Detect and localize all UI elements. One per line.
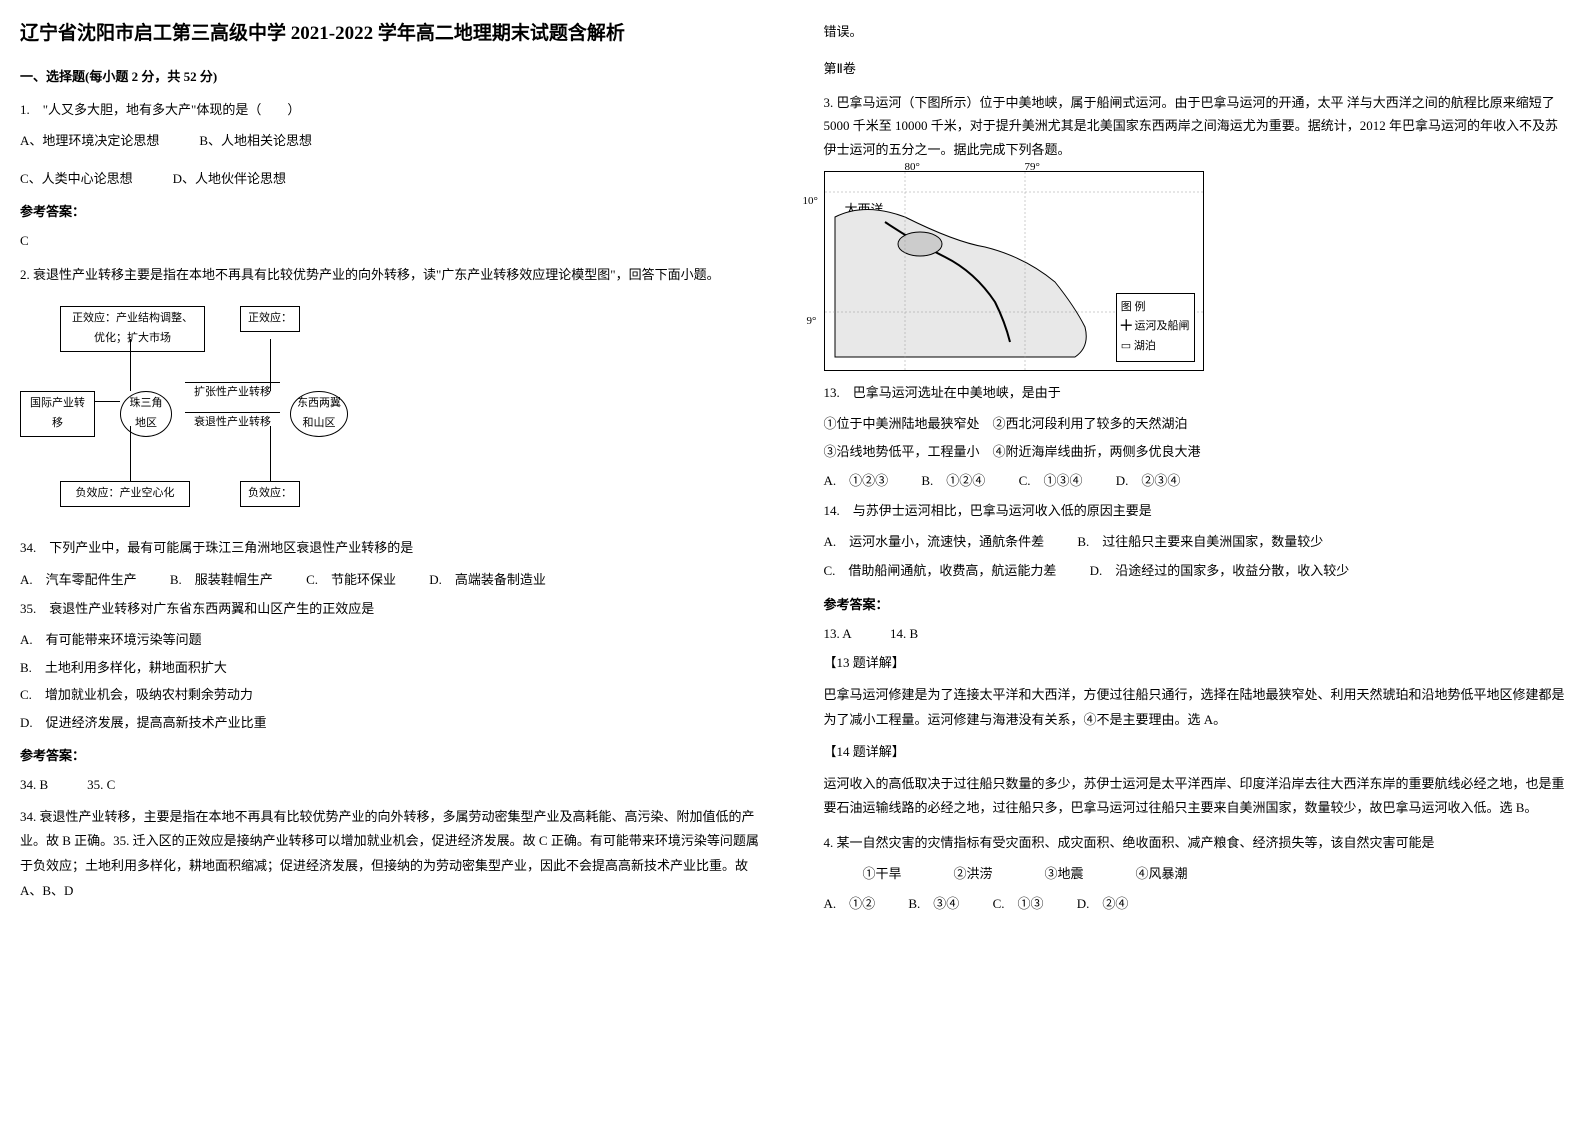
q14-options-row1: A. 运河水量小，流速快，通航条件差 B. 过往船只主要来自美洲国家，数量较少: [824, 530, 1568, 553]
legend-item-2: ▭ 湖泊: [1121, 337, 1190, 357]
flow-line-4: [270, 426, 271, 481]
q2-answer: 34. B 35. C: [20, 773, 764, 796]
q2-q35: 35. 衰退性产业转移对广东省东西两翼和山区产生的正效应是: [20, 597, 764, 620]
q3-q13: 13. 巴拿马运河选址在中美地峡，是由于: [824, 381, 1568, 404]
q13-explanation: 巴拿马运河修建是为了连接太平洋和大西洋，方便过往船只通行，选择在陆地最狭窄处、利…: [824, 683, 1568, 732]
q3-q14: 14. 与苏伊士运河相比，巴拿马运河收入低的原因主要是: [824, 499, 1568, 522]
exam-title: 辽宁省沈阳市启工第三高级中学 2021-2022 学年高二地理期末试题含解析: [20, 20, 764, 49]
q3-map: 80° 79° 10° 9° 大西洋 太平洋 图 例 ╋ 运河及船闸: [824, 171, 1204, 371]
q14-options-row2: C. 借助船闸通航，收费高，航运能力差 D. 沿途经过的国家多，收益分散，收入较…: [824, 559, 1568, 582]
q2-flow-diagram: 正效应：产业结构调整、优化；扩大市场 正效应： 国际产业转移 珠三角地区 东西两…: [20, 298, 764, 524]
legend-item-1: ╋ 运河及船闸: [1121, 317, 1190, 337]
q34-optB: B. 服装鞋帽生产: [170, 568, 273, 591]
right-column: 错误。 第Ⅱ卷 3. 巴拿马运河（下图所示）位于中美地峡，属于船闸式运河。由于巴…: [824, 20, 1568, 925]
q13-line1: ①位于中美洲陆地最狭窄处 ②西北河段利用了较多的天然湖泊: [824, 412, 1568, 435]
q3-answer: 13. A 14. B: [824, 622, 1568, 645]
q35-optA: A. 有可能带来环境污染等问题: [20, 628, 764, 651]
q14-optB: B. 过往船只主要来自美洲国家，数量较少: [1077, 530, 1323, 553]
q1-optD: D、人地伙伴论思想: [173, 167, 286, 190]
question-1: 1. "人又多大胆，地有多大产"体现的是（ ） A、地理环境决定论思想 B、人地…: [20, 98, 764, 253]
q3-text: 3. 巴拿马运河（下图所示）位于中美地峡，属于船闸式运河。由于巴拿马运河的开通，…: [824, 91, 1568, 161]
q2-q34-options: A. 汽车零配件生产 B. 服装鞋帽生产 C. 节能环保业 D. 高端装备制造业: [20, 568, 764, 591]
flow-box-top-left: 正效应：产业结构调整、优化；扩大市场: [60, 306, 205, 352]
flow-arrow-bottom: 衰退性产业转移: [185, 412, 280, 433]
flow-arrow-top: 扩张性产业转移: [185, 382, 280, 403]
q34-optC: C. 节能环保业: [306, 568, 396, 591]
q2-answer-label: 参考答案：: [20, 744, 764, 767]
map-land: [835, 209, 1086, 357]
map-legend: 图 例 ╋ 运河及船闸 ▭ 湖泊: [1116, 293, 1195, 362]
flow-line-5: [95, 401, 120, 402]
continuation-text: 错误。: [824, 20, 1568, 43]
question-3: 3. 巴拿马运河（下图所示）位于中美地峡，属于船闸式运河。由于巴拿马运河的开通，…: [824, 91, 1568, 821]
q4-optA: A. ①②: [824, 892, 876, 915]
q4-optB: B. ③④: [908, 892, 959, 915]
section1-header: 一、选择题(每小题 2 分，共 52 分): [20, 65, 764, 88]
q13-optD: D. ②③④: [1116, 469, 1181, 492]
map-lake: [898, 232, 942, 256]
q35-optB: B. 土地利用多样化，耕地面积扩大: [20, 656, 764, 679]
q14-optC: C. 借助船闸通航，收费高，航运能力差: [824, 559, 1057, 582]
page-container: 辽宁省沈阳市启工第三高级中学 2021-2022 学年高二地理期末试题含解析 一…: [20, 20, 1567, 925]
flow-box-center: 珠三角地区: [120, 391, 172, 437]
q13-optC: C. ①③④: [1019, 469, 1083, 492]
flow-box-right: 东西两翼和山区: [290, 391, 348, 437]
q4-text: 4. 某一自然灾害的灾情指标有受灾面积、成灾面积、绝收面积、减产粮食、经济损失等…: [824, 831, 1568, 854]
q14-explanation: 运河收入的高低取决于过往船只数量的多少，苏伊士运河是太平洋西岸、印度洋沿岸去往大…: [824, 772, 1568, 821]
flow-line-1: [130, 339, 131, 391]
q34-optA: A. 汽车零配件生产: [20, 568, 137, 591]
q35-optC: C. 增加就业机会，吸纳农村剩余劳动力: [20, 683, 764, 706]
q35-optD: D. 促进经济发展，提高高新技术产业比重: [20, 711, 764, 734]
map-lat1: 10°: [803, 192, 818, 212]
q3-answer-label: 参考答案：: [824, 593, 1568, 616]
q1-text: 1. "人又多大胆，地有多大产"体现的是（ ）: [20, 98, 764, 121]
question-2: 2. 衰退性产业转移主要是指在本地不再具有比较优势产业的向外转移，读"广东产业转…: [20, 263, 764, 904]
flow-line-2: [270, 339, 271, 391]
left-column: 辽宁省沈阳市启工第三高级中学 2021-2022 学年高二地理期末试题含解析 一…: [20, 20, 764, 925]
q13-optA: A. ①②③: [824, 469, 889, 492]
flow-diagram-container: 正效应：产业结构调整、优化；扩大市场 正效应： 国际产业转移 珠三角地区 东西两…: [20, 306, 420, 516]
q34-optD: D. 高端装备制造业: [429, 568, 546, 591]
q1-answer-label: 参考答案：: [20, 200, 764, 223]
q1-optC: C、人类中心论思想: [20, 167, 133, 190]
q13-options: A. ①②③ B. ①②④ C. ①③④ D. ②③④: [824, 469, 1568, 492]
flow-box-top-right: 正效应：: [240, 306, 300, 332]
legend-title: 图 例: [1121, 298, 1190, 318]
q4-optD: D. ②④: [1077, 892, 1129, 915]
q13-optB: B. ①②④: [921, 469, 985, 492]
q2-explanation: 34. 衰退性产业转移，主要是指在本地不再具有比较优势产业的向外转移，多属劳动密…: [20, 805, 764, 904]
section2-header: 第Ⅱ卷: [824, 57, 1568, 80]
q1-optB: B、人地相关论思想: [199, 129, 312, 152]
q1-options-row2: C、人类中心论思想 D、人地伙伴论思想: [20, 167, 764, 190]
q4-options-line: ①干旱 ②洪涝 ③地震 ④风暴潮: [824, 862, 1568, 885]
q2-text: 2. 衰退性产业转移主要是指在本地不再具有比较优势产业的向外转移，读"广东产业转…: [20, 263, 764, 286]
flow-box-bottom-left: 负效应：产业空心化: [60, 481, 190, 507]
q1-options-row1: A、地理环境决定论思想 B、人地相关论思想: [20, 129, 764, 152]
q13-line2: ③沿线地势低平，工程量小 ④附近海岸线曲折，两侧多优良大港: [824, 440, 1568, 463]
flow-line-3: [130, 426, 131, 481]
flow-box-left: 国际产业转移: [20, 391, 95, 437]
flow-box-bottom-right: 负效应：: [240, 481, 300, 507]
question-4: 4. 某一自然灾害的灾情指标有受灾面积、成灾面积、绝收面积、减产粮食、经济损失等…: [824, 831, 1568, 915]
q14-exp-label: 【14 题详解】: [824, 740, 1568, 763]
q1-answer: C: [20, 229, 764, 252]
map-lat2: 9°: [807, 312, 817, 332]
q2-q34: 34. 下列产业中，最有可能属于珠江三角洲地区衰退性产业转移的是: [20, 536, 764, 559]
q1-optA: A、地理环境决定论思想: [20, 129, 159, 152]
q13-exp-label: 【13 题详解】: [824, 651, 1568, 674]
q4-optC: C. ①③: [993, 892, 1044, 915]
q14-optA: A. 运河水量小，流速快，通航条件差: [824, 530, 1045, 553]
q14-optD: D. 沿途经过的国家多，收益分散，收入较少: [1090, 559, 1350, 582]
q4-options: A. ①② B. ③④ C. ①③ D. ②④: [824, 892, 1568, 915]
